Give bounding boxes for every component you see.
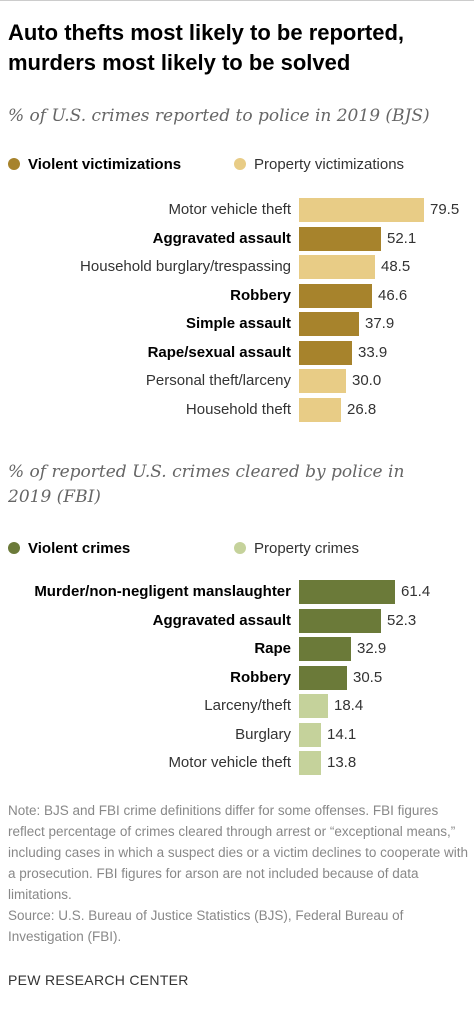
value-label: 30.0 — [352, 372, 382, 389]
bar-row: Motor vehicle theft 13.8 — [0, 751, 474, 775]
legend-label: Property victimizations — [254, 156, 405, 173]
value-label: 79.5 — [430, 201, 460, 218]
bar-row: Household burglary/trespassing 48.5 — [0, 255, 474, 279]
bar-row: Simple assault 37.9 — [0, 312, 474, 336]
legend-dot-violent — [8, 542, 20, 554]
bar-row: Personal theft/larceny 30.0 — [0, 369, 474, 393]
legend-property-crimes: Property crimes — [234, 538, 359, 560]
legend-violent-crimes: Violent crimes — [8, 538, 130, 560]
bar — [299, 608, 381, 633]
category-label-cell: Robbery — [0, 666, 291, 690]
bar-row: Aggravated assault 52.1 — [0, 226, 474, 251]
category-label: Personal theft/larceny — [145, 372, 291, 389]
reported-subtitle: % of U.S. crimes reported to police in 2… — [8, 106, 430, 126]
category-label: Larceny/theft — [204, 697, 291, 714]
bar — [299, 637, 351, 661]
legend-property-victimizations: Property victimizations — [234, 154, 404, 176]
category-label-cell: Aggravated assault — [0, 609, 291, 633]
legend-violent-victimizations: Violent victimizations — [8, 154, 181, 176]
category-label: Motor vehicle theft — [168, 754, 291, 771]
category-label: Rape/sexual assault — [147, 343, 291, 361]
bar — [299, 312, 359, 336]
category-label-cell: Household burglary/trespassing — [0, 255, 291, 279]
category-label: Motor vehicle theft — [168, 201, 291, 218]
value-label: 30.5 — [353, 668, 383, 686]
bar — [299, 580, 395, 604]
legend-dot-property — [234, 542, 246, 554]
bar — [299, 340, 352, 365]
value-label: 37.9 — [365, 315, 395, 332]
bar — [299, 751, 321, 775]
value-label: 13.8 — [327, 754, 357, 771]
bar — [299, 255, 375, 279]
bar-row: Burglary 14.1 — [0, 722, 474, 747]
category-label: Simple assault — [185, 315, 291, 332]
category-label: Rape — [254, 640, 291, 657]
category-label: Household burglary/trespassing — [80, 258, 291, 275]
category-label: Household theft — [185, 400, 291, 418]
category-label: Burglary — [235, 725, 291, 743]
bar — [299, 283, 372, 308]
note-text: Note: BJS and FBI crime definitions diff… — [8, 803, 468, 944]
category-label-cell: Motor vehicle theft — [0, 198, 291, 222]
legend-dot-violent — [8, 158, 20, 170]
category-label-cell: Larceny/theft — [0, 694, 291, 718]
value-label: 14.1 — [327, 725, 357, 743]
legend-dot-property — [234, 158, 246, 170]
bar-row: Rape/sexual assault 33.9 — [0, 340, 474, 365]
category-label-cell: Aggravated assault — [0, 227, 291, 251]
value-label: 18.4 — [334, 697, 364, 714]
bar — [299, 198, 424, 222]
category-label-cell: Rape/sexual assault — [0, 341, 291, 365]
category-label-cell: Motor vehicle theft — [0, 751, 291, 775]
category-label-cell: Household theft — [0, 398, 291, 422]
legend-label: Property crimes — [254, 540, 360, 557]
legend-label: Violent crimes — [28, 540, 131, 557]
bar — [299, 694, 328, 718]
bar — [299, 665, 347, 690]
bar-row: Motor vehicle theft 79.5 — [0, 198, 474, 222]
category-label: Robbery — [230, 668, 291, 686]
bar-row: Household theft 26.8 — [0, 397, 474, 422]
category-label-cell: Robbery — [0, 284, 291, 308]
value-label: 61.4 — [401, 583, 431, 600]
chart-title: Auto thefts most likely to be reported, … — [8, 20, 405, 75]
bar-row: Robbery 46.6 — [0, 283, 474, 308]
category-label-cell: Simple assault — [0, 312, 291, 336]
category-label: Aggravated assault — [152, 611, 291, 629]
category-label: Murder/non-negligent manslaughter — [34, 583, 291, 600]
legend-label: Violent victimizations — [28, 156, 182, 173]
value-label: 48.5 — [381, 258, 411, 275]
bar — [299, 722, 321, 747]
category-label: Robbery — [230, 286, 291, 304]
bar — [299, 397, 341, 422]
category-label-cell: Murder/non-negligent manslaughter — [0, 580, 291, 604]
category-label: Aggravated assault — [152, 229, 291, 247]
value-label: 52.1 — [387, 229, 417, 247]
bar-row: Aggravated assault 52.3 — [0, 608, 474, 633]
value-label: 32.9 — [357, 640, 387, 657]
brand-footer: PEW RESEARCH CENTER — [8, 972, 189, 988]
bar — [299, 369, 346, 393]
value-label: 33.9 — [358, 343, 388, 361]
category-label-cell: Personal theft/larceny — [0, 369, 291, 393]
bar-row: Robbery 30.5 — [0, 665, 474, 690]
cleared-subtitle: % of reported U.S. crimes cleared by pol… — [8, 462, 405, 507]
value-label: 52.3 — [387, 611, 417, 629]
value-label: 46.6 — [378, 286, 408, 304]
bar-row: Murder/non-negligent manslaughter 61.4 — [0, 580, 474, 604]
bar-row: Larceny/theft 18.4 — [0, 694, 474, 718]
bar-row: Rape 32.9 — [0, 637, 474, 661]
value-label: 26.8 — [347, 400, 377, 418]
category-label-cell: Burglary — [0, 723, 291, 747]
top-rule — [0, 0, 474, 1]
category-label-cell: Rape — [0, 637, 291, 661]
bar — [299, 226, 381, 251]
